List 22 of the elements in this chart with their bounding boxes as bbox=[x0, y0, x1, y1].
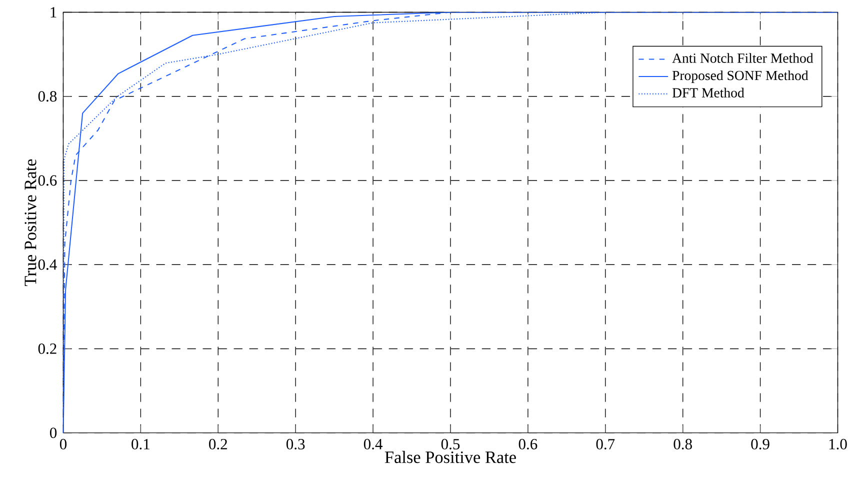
y-tick-label: 1 bbox=[50, 6, 56, 18]
legend-label: Proposed SONF Method bbox=[672, 70, 808, 83]
y-tick-label: 0 bbox=[50, 427, 57, 438]
x-tick-label: 0.1 bbox=[132, 438, 150, 450]
x-tick-label: 0.3 bbox=[286, 438, 305, 450]
x-tick-label: 0.9 bbox=[751, 438, 770, 450]
x-tick-label: 0.4 bbox=[364, 438, 382, 450]
y-tick-label: 0.2 bbox=[38, 343, 56, 354]
x-tick-label: 0.6 bbox=[518, 438, 538, 450]
x-tick-label: 0.7 bbox=[596, 438, 615, 450]
y-tick-label: 0.4 bbox=[38, 259, 57, 270]
legend-label: DFT Method bbox=[672, 88, 744, 98]
x-tick-label: 0 bbox=[60, 438, 67, 450]
x-tick-label: 0.2 bbox=[209, 438, 227, 450]
x-tick-label: 0.8 bbox=[674, 438, 692, 450]
x-tick-label: 1.0 bbox=[829, 438, 847, 450]
x-axis-title: False Positive Rate bbox=[384, 450, 516, 463]
x-tick-label: 0.5 bbox=[441, 438, 460, 450]
legend-label: Anti Notch Filter Method bbox=[672, 52, 814, 63]
y-tick-label: 0.8 bbox=[38, 90, 57, 102]
y-tick-label: 0.6 bbox=[38, 175, 57, 186]
y-axis-title: True Positive Rate bbox=[24, 159, 36, 286]
